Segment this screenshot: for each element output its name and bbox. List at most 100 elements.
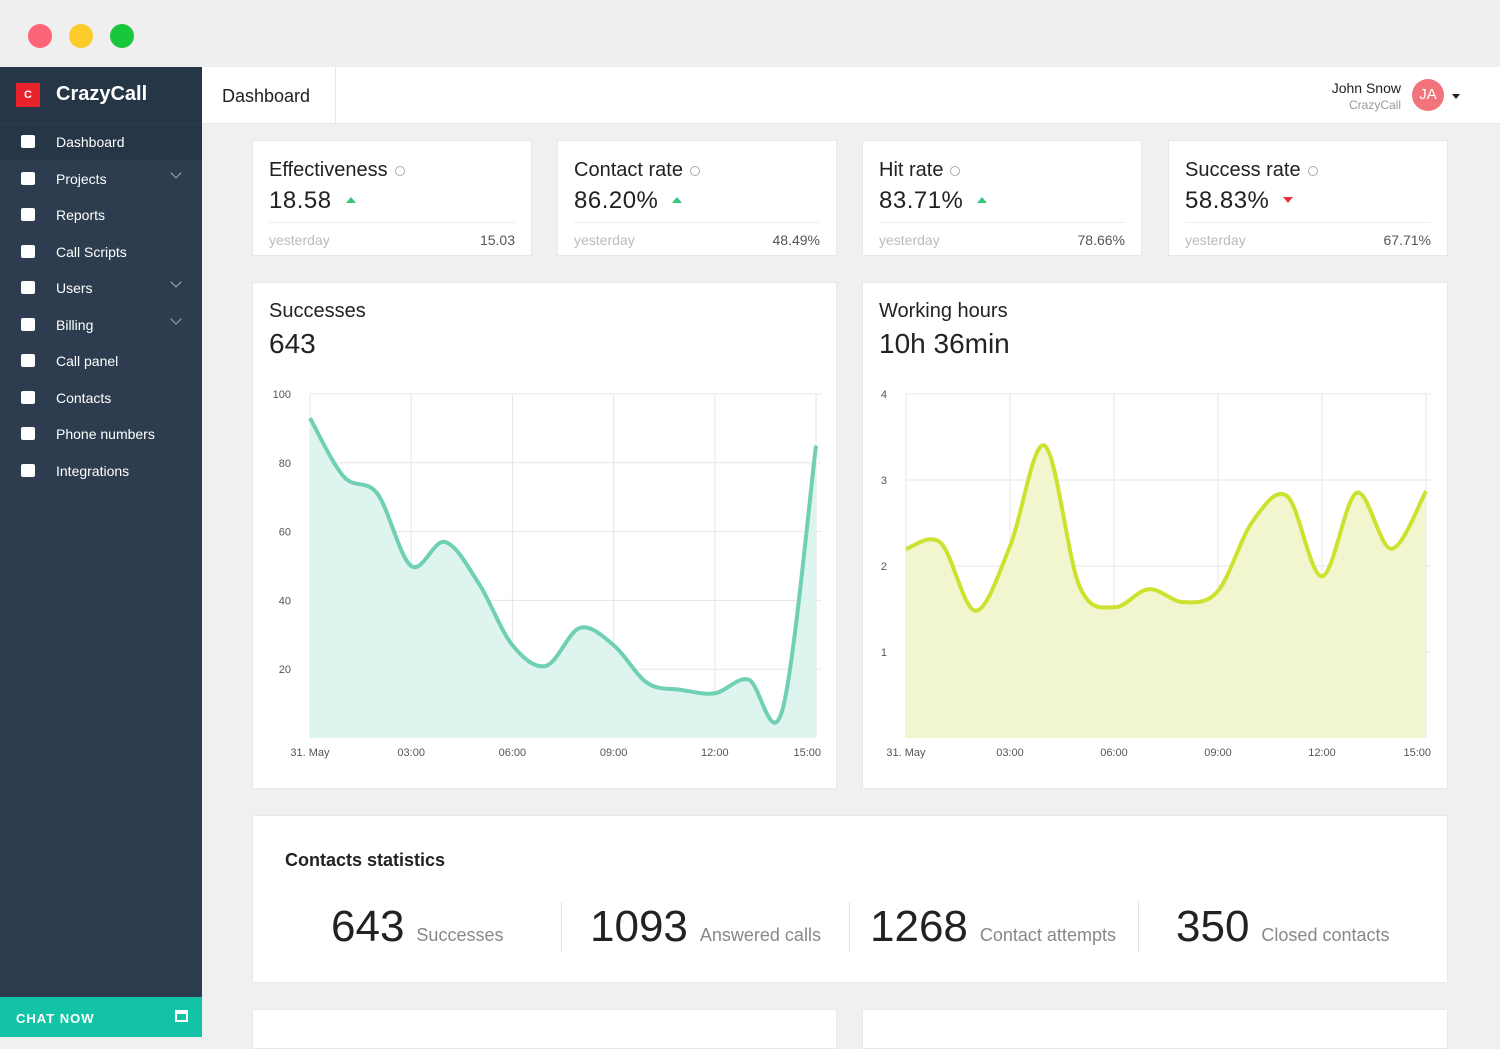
chart-title: Successes	[269, 300, 366, 322]
chart-card: Successes 643 20 40 60 80 100 31. May 03:00 06:00…	[252, 282, 837, 789]
kpi-card: Success rate 58.83% yesterday 67.71%	[1168, 140, 1448, 256]
nav-item[interactable]: Call panel	[0, 343, 202, 379]
stats-title: Contacts statistics	[285, 850, 446, 870]
chevron	[170, 312, 182, 325]
stats-card: Contacts statistics 643 Successes 1093 Answ…	[252, 815, 1448, 983]
kpi-value: 86.20%	[574, 187, 659, 214]
trend-arrow	[346, 197, 356, 203]
nav-label: Projects	[56, 170, 107, 187]
y-tick-label: 100	[273, 389, 291, 401]
kpi-prev-label: yesterday	[1185, 232, 1246, 248]
user-name[interactable]: John Snow	[1331, 80, 1401, 96]
kpi-title: Hit rate	[879, 159, 944, 181]
nav-icon	[21, 354, 35, 367]
trend-arrow	[672, 197, 682, 203]
stat: 1093 Answered calls	[590, 902, 821, 952]
divider	[269, 222, 515, 223]
x-tick-label: 06:00	[499, 747, 527, 759]
nav-item[interactable]: Projects	[0, 161, 202, 197]
nav-icon	[21, 244, 35, 258]
x-tick-label: 03:00	[996, 747, 1024, 759]
y-tick-label: 3	[881, 475, 887, 487]
brand: C CrazyCall	[0, 67, 202, 123]
trend-arrow	[1283, 197, 1293, 203]
kpi-prev: 78.66%	[1077, 232, 1125, 248]
minimize-button[interactable]	[69, 24, 93, 48]
chart-total: 10h 36min	[879, 328, 1010, 359]
x-tick-label: 31. May	[886, 747, 926, 759]
chat-button[interactable]: CHAT NOW	[0, 997, 202, 1037]
user-org: CrazyCall	[1348, 98, 1401, 112]
nav-label: Dashboard	[56, 134, 125, 150]
nav-icon	[21, 171, 35, 185]
divider	[1185, 222, 1431, 223]
maximize-button[interactable]	[110, 24, 134, 48]
x-tick-label: 12:00	[1308, 747, 1336, 759]
brand-icon: C	[16, 83, 40, 107]
chart-total: 643	[269, 328, 316, 359]
close-button[interactable]	[28, 24, 52, 48]
x-tick-label: 06:00	[1100, 747, 1128, 759]
brand-name[interactable]: CrazyCall	[56, 83, 148, 105]
divider	[561, 902, 562, 952]
nav-item[interactable]: Call Scripts	[0, 234, 202, 270]
y-tick-label: 80	[279, 458, 291, 470]
help-icon	[690, 166, 700, 176]
card	[862, 1009, 1448, 1049]
stat-label: Contact attempts	[979, 925, 1116, 945]
kpi-card: Effectiveness 18.58 yesterday 15.03	[252, 140, 532, 256]
line	[905, 443, 1428, 613]
card	[252, 1009, 837, 1049]
nav-item[interactable]: Contacts	[0, 380, 202, 416]
user-menu-caret[interactable]	[1452, 94, 1460, 103]
sidebar: C CrazyCall CHAT NOW Dashboard Projects Re…	[0, 67, 202, 1037]
chart: 1 2 3 4 31. May 03:00 06:00 09:00 12:00 15:00	[881, 389, 1431, 759]
nav-icon	[21, 463, 35, 477]
nav-icon	[21, 208, 35, 221]
y-tick-label: 2	[881, 561, 887, 573]
area	[310, 418, 816, 738]
trend-arrow	[977, 197, 987, 203]
kpi-card: Hit rate 83.71% yesterday 78.66%	[862, 140, 1142, 256]
x-tick-label: 09:00	[600, 747, 628, 759]
x-tick-label: 31. May	[290, 747, 330, 759]
y-tick-label: 20	[279, 664, 291, 676]
header: Dashboard John Snow CrazyCall JA	[202, 67, 1500, 124]
line	[308, 417, 818, 725]
x-tick-label: 03:00	[397, 747, 425, 759]
nav-item[interactable]: Phone numbers	[0, 416, 202, 452]
x-tick-label: 15:00	[793, 747, 821, 759]
chart-card: Working hours 10h 36min 1 2 3 4 31. May 03:00 06…	[862, 282, 1448, 789]
stat: 643 Successes	[331, 902, 503, 952]
kpi-title: Success rate	[1185, 159, 1301, 181]
divider	[574, 222, 820, 223]
x-tick-label: 09:00	[1204, 747, 1232, 759]
chevron	[170, 276, 182, 288]
nav-item[interactable]: Reports	[0, 197, 202, 233]
stat-value: 1093	[590, 902, 688, 951]
kpi-value: 58.83%	[1185, 187, 1270, 214]
nav-label: Reports	[56, 207, 106, 223]
avatar[interactable]: JA	[1412, 79, 1444, 111]
nav-label: Call Scripts	[56, 243, 127, 260]
area	[906, 445, 1426, 738]
nav-item[interactable]: Dashboard	[0, 124, 202, 160]
x-tick-label: 15:00	[1403, 747, 1431, 759]
nav-item[interactable]: Billing	[0, 307, 202, 343]
divider	[849, 902, 850, 952]
window-bar	[0, 0, 1500, 67]
chart: 20 40 60 80 100 31. May 03:00 06:00 09:00 12:00 15…	[273, 389, 821, 759]
kpi-prev: 48.49%	[772, 232, 820, 248]
y-tick-label: 4	[881, 389, 887, 401]
nav-icon	[21, 427, 35, 440]
nav-item[interactable]: Users	[0, 270, 202, 306]
page-title: Dashboard	[222, 86, 311, 106]
kpi-title: Effectiveness	[269, 159, 388, 181]
kpi-prev-label: yesterday	[269, 232, 330, 248]
stat-label: Answered calls	[699, 925, 821, 945]
nav-label: Users	[56, 280, 93, 296]
nav-item[interactable]: Integrations	[0, 453, 202, 489]
divider	[335, 67, 336, 124]
nav-label: Billing	[56, 316, 94, 333]
stat-value: 643	[331, 902, 405, 951]
